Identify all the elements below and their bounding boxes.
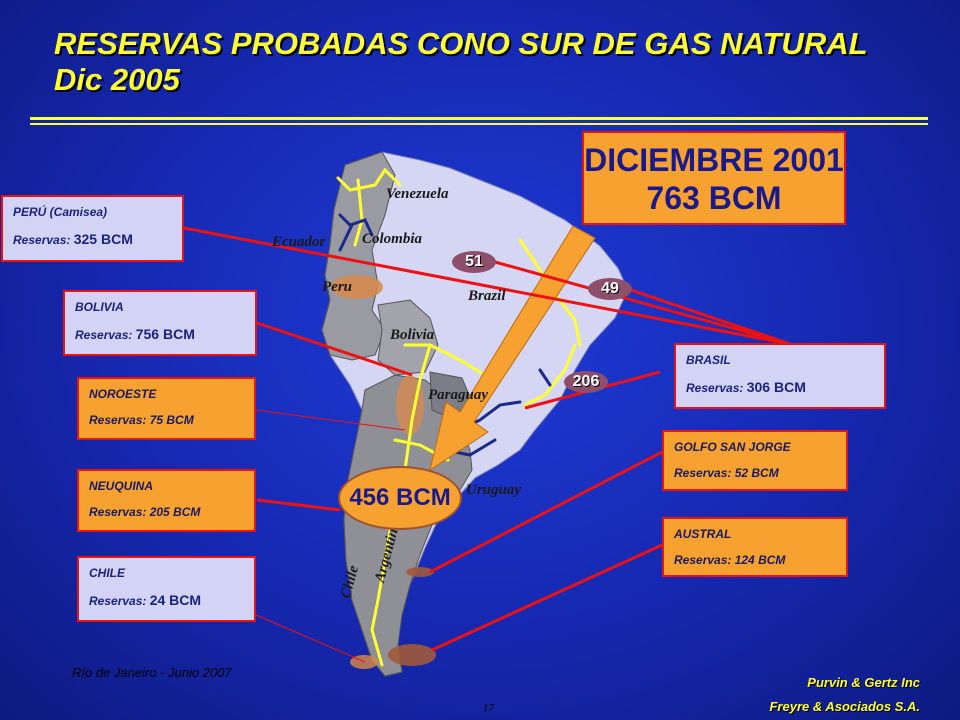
box-peru-title: PERÚ (Camisea) — [13, 205, 108, 219]
label-colombia: Colombia — [362, 231, 423, 247]
title-rule-top — [30, 117, 928, 120]
badge-51: 51 — [452, 251, 496, 273]
label-ecuador: Ecuador — [272, 234, 326, 250]
box-peru-reserves: Reservas: 325 BCM — [13, 231, 172, 247]
box-chile: CHILE Reservas: 24 BCM — [77, 556, 256, 622]
connector-51 — [494, 260, 791, 346]
slide-title-line1: RESERVAS PROBADAS CONO SUR DE GAS NATURA… — [54, 26, 868, 61]
box-brasil-reserves: Reservas: 306 BCM — [686, 379, 874, 395]
box-austral-title: AUSTRAL — [674, 527, 732, 541]
label-paraguay: Paraguay — [428, 387, 488, 403]
page-number: 17 — [483, 702, 494, 714]
total-reserves-badge: 456 BCM — [338, 466, 462, 530]
box-chile-reserves: Reservas: 24 BCM — [89, 592, 244, 608]
connector-neuquina — [256, 498, 341, 512]
box-bolivia-reserves-value: 756 BCM — [135, 326, 195, 342]
badge-206: 206 — [564, 371, 608, 393]
box-bolivia-reserves: Reservas: 756 BCM — [75, 326, 245, 342]
connector-peru — [183, 226, 791, 346]
bolivia-shape — [377, 299, 439, 376]
box-neuquina: NEUQUINA Reservas: 205 BCM — [77, 469, 256, 532]
label-peru: Peru — [322, 279, 352, 295]
box-brasil-title: BRASIL — [686, 353, 731, 367]
box-golfo-reserves: Reservas: 52 BCM — [674, 466, 779, 480]
label-brazil: Brazil — [468, 288, 506, 304]
box-golfo-title: GOLFO SAN JORGE — [674, 440, 791, 454]
trend-arrow — [429, 225, 596, 472]
box-chile-title: CHILE — [89, 566, 125, 580]
box-brasil: BRASIL Reservas: 306 BCM — [674, 343, 886, 409]
box-bolivia-title: BOLIVIA — [75, 300, 124, 314]
box-noroeste-title: NOROESTE — [89, 387, 157, 401]
footer-author-1: Purvin & Gertz Inc — [807, 675, 920, 690]
label-venezuela: Venezuela — [386, 186, 449, 202]
label-bolivia: Bolivia — [390, 327, 435, 343]
connector-golfo — [429, 450, 663, 574]
footer-authors: Purvin & Gertz Inc Freyre & Asociados S.… — [769, 671, 920, 719]
connector-chile — [255, 614, 366, 663]
box-bolivia: BOLIVIA Reservas: 756 BCM — [63, 290, 257, 356]
connector-noroeste — [255, 409, 406, 431]
austral-area — [388, 644, 436, 666]
thin-connector-lines — [255, 409, 406, 663]
box-peru-reserves-value: 325 BCM — [73, 231, 133, 247]
connector-49 — [624, 286, 791, 346]
title-rule-bottom — [30, 123, 928, 125]
box-neuquina-title: NEUQUINA — [89, 479, 154, 493]
box-golfo-san-jorge: GOLFO SAN JORGE Reservas: 52 BCM — [662, 430, 848, 491]
box-peru-reserves-prefix: Reservas: — [13, 233, 71, 247]
box-austral-reserves: Reservas: 124 BCM — [674, 553, 786, 567]
golfo-area — [406, 567, 434, 577]
box-bolivia-reserves-prefix: Reservas: — [75, 328, 133, 342]
highlight-2001-box: DICIEMBRE 2001 763 BCM — [582, 131, 846, 225]
badge-49: 49 — [588, 278, 632, 300]
box-chile-reserves-prefix: Reservas: — [89, 594, 147, 608]
label-uruguay: Uruguay — [466, 482, 522, 498]
box-brasil-reserves-value: 306 BCM — [746, 379, 806, 395]
connector-austral — [431, 543, 663, 652]
box-noroeste: NOROESTE Reservas: 75 BCM — [77, 377, 256, 440]
highlight-2001-value: 763 BCM — [646, 180, 782, 216]
highlight-2001-date: DICIEMBRE 2001 — [584, 142, 844, 178]
box-brasil-reserves-prefix: Reservas: — [686, 381, 744, 395]
footer-location: Río de Janeiro - Junio 2007 — [72, 665, 232, 680]
box-austral: AUSTRAL Reservas: 124 BCM — [662, 517, 848, 577]
box-chile-reserves-value: 24 BCM — [149, 592, 202, 608]
slide-title: RESERVAS PROBADAS CONO SUR DE GAS NATURA… — [54, 26, 868, 98]
camisea-area — [331, 275, 383, 299]
box-noroeste-reserves: Reservas: 75 BCM — [89, 413, 194, 427]
footer-author-2: Freyre & Asociados S.A. — [769, 699, 920, 714]
connector-bolivia — [256, 321, 413, 377]
box-neuquina-reserves: Reservas: 205 BCM — [89, 505, 201, 519]
box-peru: PERÚ (Camisea) Reservas: 325 BCM — [1, 195, 184, 262]
slide-title-line2: Dic 2005 — [54, 62, 180, 97]
